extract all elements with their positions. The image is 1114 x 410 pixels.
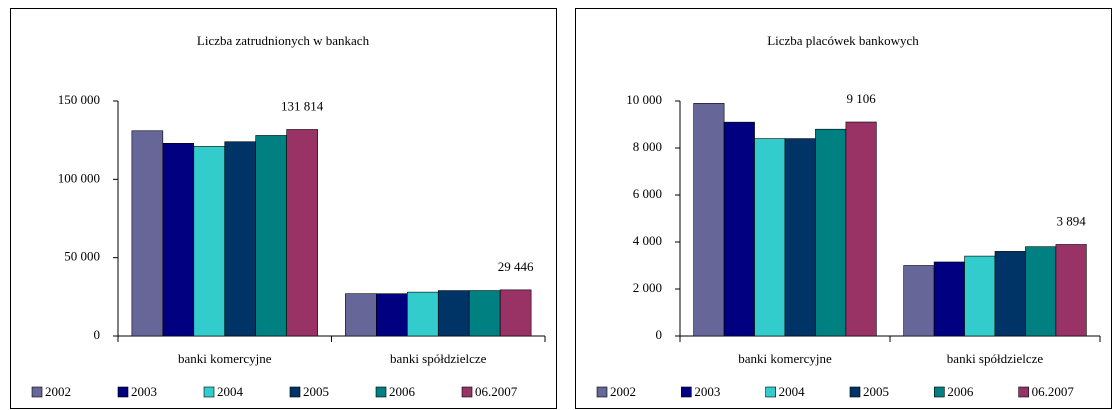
chart-title: Liczba placówek bankowych	[767, 33, 919, 48]
bar	[376, 293, 408, 337]
y-tick-label: 8 000	[633, 139, 662, 154]
legend-label: 06.2007	[1032, 384, 1075, 399]
legend-swatch	[461, 386, 473, 398]
legend-label: 2003	[131, 384, 157, 399]
bar	[933, 261, 965, 337]
legend-swatch	[849, 386, 861, 398]
bar	[286, 129, 318, 337]
legend-label: 2005	[303, 384, 329, 399]
data-label: 131 814	[281, 98, 324, 113]
bar	[131, 130, 164, 337]
bar	[224, 141, 257, 337]
bar	[255, 135, 287, 337]
legend-label: 2003	[694, 384, 720, 399]
bar	[964, 255, 996, 337]
legend-label: 2005	[863, 384, 889, 399]
bar	[499, 289, 532, 337]
legend-swatch	[765, 386, 776, 398]
x-tick-label: banki komercyjne	[738, 351, 832, 366]
x-tick-label: banki komercyjne	[178, 351, 272, 366]
legend-label: 2004	[779, 384, 806, 399]
bar	[162, 143, 195, 337]
y-tick-label: 10 000	[626, 92, 662, 107]
bar	[437, 290, 470, 337]
bar	[468, 290, 501, 337]
y-tick-label: 150 000	[58, 92, 100, 107]
bar	[723, 121, 755, 337]
legend-swatch	[375, 386, 387, 398]
chart-title: Liczba zatrudnionych w bankach	[197, 33, 370, 48]
legend-label: 2006	[389, 384, 416, 399]
bar	[193, 146, 226, 337]
legend-label: 2006	[947, 384, 974, 399]
legend-swatch	[1018, 386, 1029, 398]
y-tick-label: 4 000	[633, 233, 662, 248]
legend-swatch	[117, 386, 129, 398]
legend-swatch	[934, 386, 945, 398]
bar	[784, 138, 816, 337]
y-tick-label: 100 000	[58, 170, 100, 185]
data-label: 3 894	[1057, 213, 1087, 228]
bar	[406, 291, 439, 337]
x-tick-label: banki spółdzielcze	[390, 351, 487, 366]
bar	[994, 251, 1026, 337]
legend-label: 2004	[217, 384, 244, 399]
legend-label: 06.2007	[475, 384, 518, 399]
y-tick-label: 0	[94, 327, 101, 342]
legend-swatch	[596, 386, 608, 398]
bar	[1055, 244, 1087, 337]
x-tick-label: banki spółdzielcze	[947, 351, 1044, 366]
y-tick-label: 0	[656, 327, 663, 342]
bar	[845, 121, 877, 337]
legend-swatch	[289, 386, 301, 398]
bar	[903, 265, 935, 337]
bar	[693, 103, 725, 337]
data-label: 9 106	[847, 91, 877, 106]
y-tick-label: 50 000	[64, 249, 100, 264]
legend-swatch	[681, 386, 692, 398]
legend-label: 2002	[610, 384, 636, 399]
bar	[1025, 246, 1057, 337]
bar	[815, 128, 847, 337]
data-label: 29 446	[498, 259, 534, 274]
y-tick-label: 6 000	[633, 186, 662, 201]
y-tick-label: 2 000	[633, 280, 662, 295]
legend-swatch	[31, 386, 43, 398]
bar	[345, 293, 377, 337]
legend-label: 2002	[45, 384, 71, 399]
bar	[754, 138, 786, 337]
legend-swatch	[203, 386, 215, 398]
